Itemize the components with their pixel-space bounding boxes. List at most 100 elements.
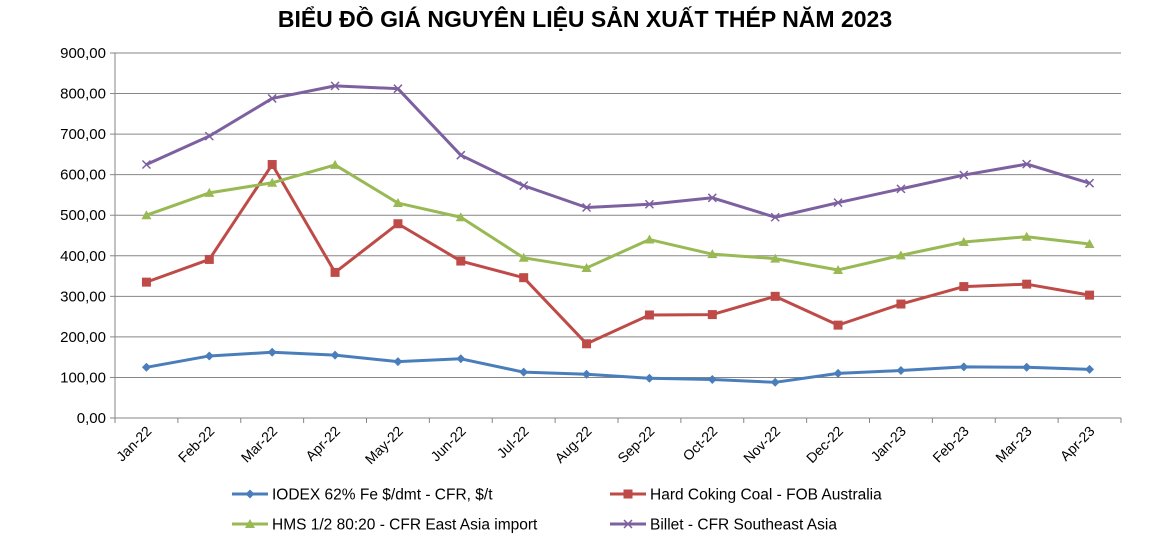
data-point — [267, 347, 277, 357]
data-point — [204, 254, 214, 264]
y-tick-label: 800,00 — [60, 86, 106, 103]
legend-marker — [623, 519, 633, 529]
data-point — [267, 93, 277, 103]
data-point — [204, 187, 215, 197]
data-point — [393, 84, 403, 94]
legend-marker — [245, 489, 255, 499]
data-point — [1085, 364, 1095, 374]
data-point — [644, 373, 654, 383]
data-point — [267, 177, 278, 187]
data-point — [393, 219, 403, 229]
data-point — [455, 212, 466, 222]
data-point — [644, 199, 654, 209]
data-point — [1085, 290, 1095, 300]
x-marker-stroke — [582, 202, 592, 213]
data-point — [456, 150, 466, 160]
data-point — [330, 159, 341, 169]
x-marker-stroke — [204, 131, 214, 141]
data-point — [582, 202, 592, 213]
legend-marker — [245, 519, 255, 528]
series-2 — [141, 160, 1095, 349]
data-point — [267, 160, 277, 170]
data-point — [393, 357, 403, 367]
axes — [110, 52, 1122, 423]
x-marker-stroke — [707, 193, 717, 203]
x-tick-label: Sep-22 — [614, 423, 657, 466]
x-tick-label: Jul-22 — [494, 423, 532, 461]
data-point — [833, 198, 843, 208]
x-tick-label: Mar-22 — [238, 423, 281, 466]
data-point — [518, 252, 529, 262]
x-marker-stroke — [623, 519, 633, 529]
data-point — [330, 267, 340, 277]
data-point — [707, 310, 717, 320]
data-point — [959, 170, 969, 180]
data-point — [1022, 279, 1032, 289]
data-point — [1085, 178, 1095, 188]
x-marker-stroke — [770, 212, 780, 222]
data-point — [141, 159, 151, 170]
data-point — [204, 131, 214, 141]
x-marker-stroke — [519, 181, 529, 191]
data-point — [519, 367, 529, 377]
data-point — [707, 249, 718, 259]
y-tick-label: 500,00 — [60, 207, 106, 224]
x-tick-label: Apr-23 — [1057, 423, 1098, 464]
data-point — [959, 282, 969, 292]
x-tick-label: Apr-22 — [302, 423, 343, 464]
x-marker-stroke — [456, 150, 466, 160]
legend-label: Billet - CFR Southeast Asia — [650, 517, 837, 534]
y-tick-label: 100,00 — [60, 369, 106, 386]
data-point — [392, 198, 403, 208]
x-tick-label: Mar-23 — [992, 423, 1035, 466]
data-point — [896, 299, 906, 309]
x-marker-stroke — [330, 81, 340, 91]
series-4 — [141, 81, 1095, 222]
x-marker-stroke — [141, 159, 151, 170]
data-point — [896, 366, 906, 376]
x-marker-stroke — [833, 198, 843, 208]
chart-title: BIỂU ĐỒ GIÁ NGUYÊN LIỆU SẢN XUẤT THÉP NĂ… — [277, 6, 893, 32]
data-point — [833, 368, 843, 378]
x-marker-stroke — [959, 170, 969, 180]
data-point — [896, 184, 906, 194]
data-point — [770, 377, 780, 387]
data-point — [582, 339, 592, 349]
y-tick-label: 600,00 — [60, 167, 106, 184]
data-point — [770, 212, 780, 222]
legend-label: IODEX 62% Fe $/dmt - CFR, $/t — [272, 487, 493, 504]
legend-item: Billet - CFR Southeast Asia — [610, 517, 837, 534]
data-point — [958, 236, 969, 246]
y-tick-label: 700,00 — [60, 126, 106, 143]
x-tick-label: Aug-22 — [551, 423, 594, 466]
data-point — [770, 253, 781, 263]
data-point — [644, 234, 655, 244]
data-point — [1084, 239, 1095, 249]
legend-label: Hard Coking Coal - FOB Australia — [650, 487, 882, 504]
data-point — [1022, 362, 1032, 372]
x-tick-label: Jan-23 — [867, 423, 909, 465]
data-point — [1022, 159, 1032, 169]
x-tick-label: Feb-22 — [175, 423, 218, 466]
data-point — [330, 81, 340, 91]
data-point — [330, 350, 340, 360]
series-line — [145, 84, 1090, 219]
x-tick-label: Jan-22 — [113, 423, 155, 465]
x-marker-stroke — [1085, 178, 1095, 188]
x-tick-label: Oct-22 — [679, 423, 720, 464]
data-point — [204, 351, 214, 361]
x-marker-stroke — [393, 84, 403, 94]
series-line — [145, 163, 1090, 272]
series-1 — [141, 347, 1095, 387]
data-point — [707, 193, 717, 203]
data-point — [456, 354, 466, 364]
data-point — [141, 210, 152, 220]
y-tick-label: 200,00 — [60, 329, 106, 346]
legend-label: HMS 1/2 80:20 - CFR East Asia import — [272, 517, 538, 534]
legend-item: IODEX 62% Fe $/dmt - CFR, $/t — [232, 487, 493, 504]
x-tick-label: May-22 — [362, 423, 406, 467]
gridlines — [115, 52, 1121, 378]
data-point — [959, 362, 969, 372]
y-tick-label: 0,00 — [77, 410, 106, 427]
